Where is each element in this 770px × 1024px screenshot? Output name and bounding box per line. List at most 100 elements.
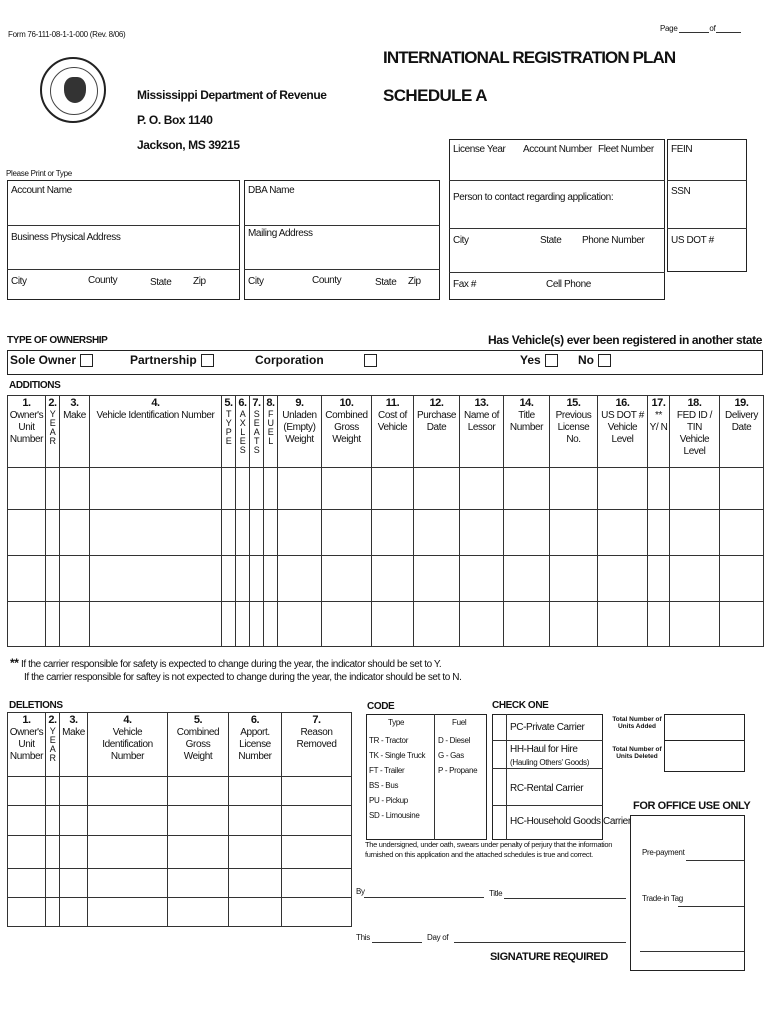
table-cell[interactable] (647, 601, 670, 647)
units-added-field[interactable] (664, 714, 745, 741)
table-cell[interactable] (228, 897, 282, 927)
table-cell[interactable] (413, 509, 460, 556)
table-cell[interactable] (228, 776, 282, 806)
table-cell[interactable] (719, 509, 764, 556)
table-cell[interactable] (647, 467, 670, 510)
table-cell[interactable] (87, 835, 168, 869)
table-cell[interactable] (235, 467, 250, 510)
table-cell[interactable] (597, 555, 648, 602)
registered-yes[interactable]: Yes (520, 353, 558, 368)
table-cell[interactable] (228, 805, 282, 836)
table-cell[interactable] (59, 805, 88, 836)
table-cell[interactable] (7, 776, 46, 806)
table-cell[interactable] (221, 555, 236, 602)
table-cell[interactable] (249, 555, 264, 602)
table-cell[interactable] (7, 868, 46, 898)
table-cell[interactable] (669, 555, 720, 602)
page-total-field[interactable] (715, 32, 741, 33)
table-cell[interactable] (59, 868, 88, 898)
table-cell[interactable] (221, 509, 236, 556)
table-cell[interactable] (59, 835, 88, 869)
table-cell[interactable] (597, 467, 648, 510)
table-cell[interactable] (167, 776, 229, 806)
option-haul-for-hire[interactable]: HH-Haul for Hire (510, 744, 578, 755)
table-cell[interactable] (45, 805, 60, 836)
title-field[interactable] (504, 898, 626, 899)
table-cell[interactable] (45, 555, 60, 602)
table-cell[interactable] (459, 601, 504, 647)
table-cell[interactable] (45, 467, 60, 510)
table-cell[interactable] (89, 601, 222, 647)
table-cell[interactable] (89, 509, 222, 556)
table-cell[interactable] (87, 897, 168, 927)
month-year-field[interactable] (454, 942, 626, 943)
table-cell[interactable] (503, 555, 550, 602)
table-cell[interactable] (549, 509, 598, 556)
table-cell[interactable] (281, 897, 352, 927)
fein-box[interactable] (667, 139, 747, 272)
table-cell[interactable] (597, 509, 648, 556)
day-field[interactable] (372, 942, 422, 943)
table-cell[interactable] (503, 467, 550, 510)
table-cell[interactable] (249, 601, 264, 647)
table-cell[interactable] (647, 555, 670, 602)
table-cell[interactable] (59, 555, 90, 602)
table-cell[interactable] (371, 601, 414, 647)
table-cell[interactable] (249, 467, 264, 510)
table-cell[interactable] (647, 509, 670, 556)
table-cell[interactable] (277, 601, 322, 647)
table-cell[interactable] (503, 601, 550, 647)
account-name-box[interactable] (7, 180, 240, 300)
table-cell[interactable] (45, 601, 60, 647)
table-cell[interactable] (89, 467, 222, 510)
table-cell[interactable] (277, 509, 322, 556)
table-cell[interactable] (59, 467, 90, 510)
table-cell[interactable] (459, 467, 504, 510)
table-cell[interactable] (167, 897, 229, 927)
table-cell[interactable] (59, 776, 88, 806)
table-cell[interactable] (371, 555, 414, 602)
table-cell[interactable] (413, 555, 460, 602)
table-cell[interactable] (89, 555, 222, 602)
option-household-goods[interactable]: HC-Household Goods Carrier (510, 816, 631, 827)
table-cell[interactable] (669, 509, 720, 556)
corporation-checkbox[interactable] (363, 354, 377, 368)
table-cell[interactable] (719, 467, 764, 510)
units-deleted-field[interactable] (664, 740, 745, 772)
license-box[interactable] (449, 139, 665, 300)
table-cell[interactable] (45, 868, 60, 898)
table-cell[interactable] (263, 555, 278, 602)
table-cell[interactable] (321, 467, 372, 510)
table-cell[interactable] (549, 601, 598, 647)
table-cell[interactable] (371, 467, 414, 510)
table-cell[interactable] (281, 776, 352, 806)
table-cell[interactable] (235, 509, 250, 556)
table-cell[interactable] (549, 467, 598, 510)
table-cell[interactable] (669, 467, 720, 510)
table-cell[interactable] (503, 509, 550, 556)
no-checkbox[interactable] (598, 354, 611, 368)
table-cell[interactable] (321, 555, 372, 602)
table-cell[interactable] (45, 509, 60, 556)
table-cell[interactable] (7, 467, 46, 510)
table-cell[interactable] (228, 868, 282, 898)
option-rental-carrier[interactable]: RC-Rental Carrier (510, 783, 584, 794)
table-cell[interactable] (167, 868, 229, 898)
table-cell[interactable] (549, 555, 598, 602)
office-blank-line[interactable] (640, 951, 744, 952)
table-cell[interactable] (221, 601, 236, 647)
table-cell[interactable] (167, 835, 229, 869)
table-cell[interactable] (413, 601, 460, 647)
table-cell[interactable] (7, 897, 46, 927)
table-cell[interactable] (221, 467, 236, 510)
table-cell[interactable] (87, 776, 168, 806)
tradein-line[interactable] (678, 906, 744, 907)
corporation-option[interactable]: Corporation (255, 353, 377, 368)
table-cell[interactable] (7, 601, 46, 647)
table-cell[interactable] (7, 555, 46, 602)
table-cell[interactable] (235, 555, 250, 602)
table-cell[interactable] (321, 601, 372, 647)
table-cell[interactable] (59, 897, 88, 927)
option-private-carrier[interactable]: PC-Private Carrier (510, 722, 585, 733)
table-cell[interactable] (281, 835, 352, 869)
